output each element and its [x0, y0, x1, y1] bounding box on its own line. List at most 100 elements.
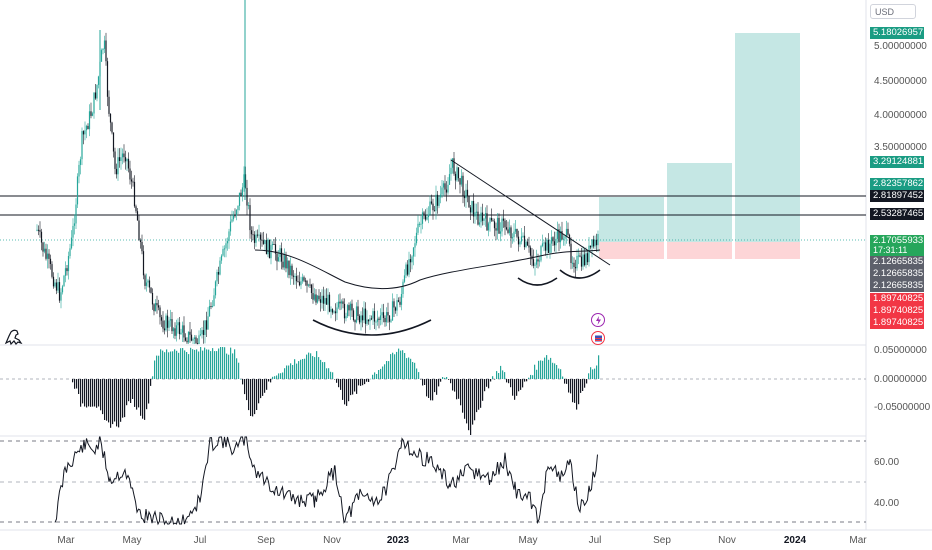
- rsi-line[interactable]: [54, 436, 598, 526]
- target-zone-2[interactable]: [667, 163, 732, 242]
- flag-event-icon[interactable]: [591, 331, 605, 345]
- price-tag[interactable]: 1.89740825: [870, 305, 924, 317]
- candle-body: [52, 276, 55, 287]
- macd-bar: [348, 379, 350, 402]
- macd-bar: [296, 363, 298, 379]
- macd-bar: [72, 379, 74, 383]
- macd-bar: [404, 353, 406, 379]
- time-axis[interactable]: Mar May Jul Sep Nov 2023 Mar May Jul Sep Nov 2024 Ma…: [57, 535, 867, 546]
- candle-body: [553, 241, 556, 246]
- candle-body: [496, 217, 499, 231]
- candle-body: [453, 158, 455, 174]
- price-tag[interactable]: 2.53287465: [870, 208, 924, 220]
- candle-body: [580, 256, 583, 267]
- candle-body: [424, 214, 427, 220]
- macd-bar: [492, 376, 494, 379]
- candle-body: [165, 315, 167, 331]
- macd-bar: [584, 379, 586, 388]
- shoulder-arc-1[interactable]: [517, 277, 558, 286]
- candle-body: [561, 231, 563, 240]
- lightning-icon[interactable]: [591, 313, 605, 327]
- candle-body: [519, 241, 521, 245]
- target-zone-1[interactable]: [599, 197, 664, 242]
- candle-body: [439, 194, 442, 198]
- macd-bar: [130, 379, 132, 403]
- candle-body: [133, 181, 136, 207]
- macd-bar: [180, 348, 182, 379]
- candle-body: [294, 276, 296, 278]
- macd-bar: [216, 351, 218, 379]
- candle-body: [570, 243, 572, 263]
- macd-bar: [330, 371, 332, 379]
- moving-average-line[interactable]: [254, 249, 601, 290]
- candle-body: [220, 255, 223, 261]
- candle-body: [579, 255, 581, 257]
- stop-zone-1[interactable]: [599, 242, 664, 259]
- macd-bar: [394, 354, 396, 379]
- macd-bar: [136, 379, 138, 410]
- candle-body: [156, 303, 158, 306]
- macd-bar: [556, 365, 558, 379]
- candle-body: [204, 320, 206, 335]
- candle-body: [415, 232, 418, 244]
- candle-body: [535, 259, 538, 265]
- macd-bar: [446, 377, 448, 379]
- price-tag[interactable]: 1.89740825: [870, 293, 924, 305]
- shoulder-arc-2[interactable]: [559, 269, 601, 279]
- dinosaur-logo-icon[interactable]: [4, 326, 24, 346]
- candle-body: [489, 217, 491, 224]
- macd-bar: [280, 373, 282, 379]
- macd-bar: [218, 348, 220, 379]
- macd-bar: [248, 379, 250, 411]
- price-tag[interactable]: 2.12665835: [870, 256, 924, 268]
- price-tag[interactable]: 1.89740825: [870, 317, 924, 329]
- target-zone-3[interactable]: [735, 33, 800, 242]
- price-tag[interactable]: 2.82357862: [870, 178, 924, 190]
- candle-body: [42, 242, 44, 252]
- candle-body: [163, 328, 166, 331]
- candle-body: [462, 175, 464, 196]
- candle-body: [96, 84, 98, 99]
- macd-bar: [542, 360, 544, 379]
- cup-pattern-arc[interactable]: [312, 319, 432, 336]
- macd-bar: [480, 379, 482, 408]
- macd-bar: [548, 359, 550, 379]
- price-tag[interactable]: 2.17055933: [870, 235, 924, 247]
- candle-body: [360, 315, 362, 323]
- macd-bar: [242, 379, 244, 385]
- macd-bar: [368, 379, 370, 382]
- macd-bar: [324, 362, 326, 379]
- price-tag[interactable]: 5.18026957: [870, 27, 924, 39]
- candle-body: [514, 228, 517, 232]
- candle-body: [115, 168, 118, 175]
- price-tag[interactable]: 3.29124881: [870, 156, 924, 168]
- macd-bar: [500, 365, 502, 379]
- candle-body: [111, 122, 113, 133]
- candle-body: [280, 248, 283, 262]
- stop-zone-2[interactable]: [667, 242, 732, 259]
- price-tag[interactable]: 2.81897452: [870, 190, 924, 202]
- candle-body: [432, 203, 434, 211]
- stop-zone-3[interactable]: [735, 242, 800, 259]
- macd-bar: [96, 379, 98, 408]
- candle-body: [394, 307, 397, 311]
- candle-body: [526, 241, 529, 246]
- macd-bar: [284, 368, 286, 379]
- macd-bar: [140, 379, 142, 416]
- price-tag[interactable]: 2.12665835: [870, 268, 924, 280]
- currency-selector[interactable]: USD: [870, 4, 916, 19]
- macd-bar: [450, 379, 452, 384]
- candle-body: [154, 303, 157, 312]
- macd-bar: [326, 368, 328, 379]
- candle-body: [303, 277, 305, 281]
- candle-body: [162, 320, 164, 329]
- price-tick: 5.00000000: [874, 41, 927, 52]
- time-tick: Sep: [257, 535, 275, 546]
- candle-body: [100, 50, 103, 62]
- macd-bar: [182, 348, 184, 379]
- price-tag[interactable]: 2.12665835: [870, 280, 924, 292]
- candle-body: [268, 239, 271, 259]
- descending-trendline[interactable]: [450, 159, 611, 266]
